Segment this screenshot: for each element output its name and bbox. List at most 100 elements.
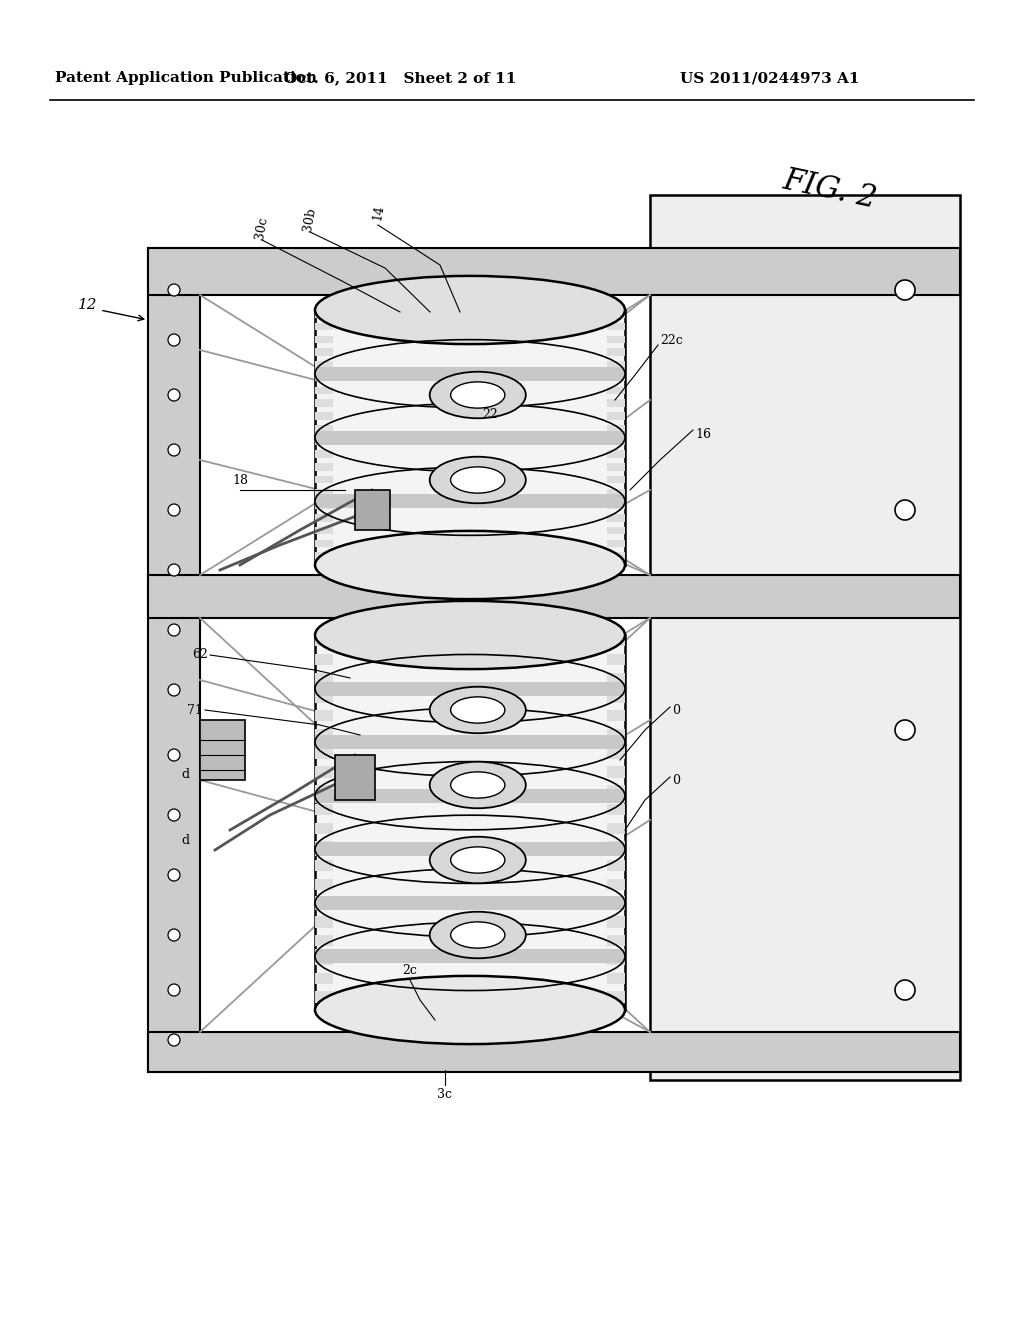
Polygon shape xyxy=(315,672,333,684)
Polygon shape xyxy=(315,879,333,890)
Circle shape xyxy=(168,684,180,696)
Ellipse shape xyxy=(315,975,625,1044)
Polygon shape xyxy=(607,399,625,407)
Polygon shape xyxy=(607,450,625,458)
Text: 0: 0 xyxy=(672,704,680,717)
Polygon shape xyxy=(607,323,625,330)
Polygon shape xyxy=(315,916,333,928)
Polygon shape xyxy=(607,635,625,647)
Polygon shape xyxy=(315,935,333,946)
Text: 30b: 30b xyxy=(301,207,318,234)
Polygon shape xyxy=(607,527,625,535)
Ellipse shape xyxy=(451,921,505,948)
Ellipse shape xyxy=(315,276,625,345)
Polygon shape xyxy=(315,430,625,445)
Polygon shape xyxy=(315,785,333,796)
Polygon shape xyxy=(607,513,625,521)
Text: d: d xyxy=(181,833,189,846)
Polygon shape xyxy=(315,310,333,318)
Text: Patent Application Publication: Patent Application Publication xyxy=(55,71,317,84)
Circle shape xyxy=(168,748,180,762)
Circle shape xyxy=(168,504,180,516)
Polygon shape xyxy=(607,804,625,814)
Polygon shape xyxy=(315,692,333,702)
Polygon shape xyxy=(315,747,333,759)
Polygon shape xyxy=(607,437,625,445)
Polygon shape xyxy=(315,494,625,508)
Polygon shape xyxy=(315,710,333,721)
Polygon shape xyxy=(315,681,625,696)
Polygon shape xyxy=(315,450,333,458)
Polygon shape xyxy=(607,412,625,420)
Polygon shape xyxy=(607,954,625,965)
Polygon shape xyxy=(650,195,961,1080)
Text: 3c: 3c xyxy=(437,1089,453,1101)
Polygon shape xyxy=(607,310,625,318)
Polygon shape xyxy=(315,540,333,548)
Circle shape xyxy=(895,979,915,1001)
Circle shape xyxy=(168,334,180,346)
Polygon shape xyxy=(607,672,625,684)
Polygon shape xyxy=(607,766,625,777)
Circle shape xyxy=(168,444,180,455)
Polygon shape xyxy=(315,635,333,647)
Ellipse shape xyxy=(451,381,505,408)
Polygon shape xyxy=(607,475,625,483)
Polygon shape xyxy=(607,374,625,381)
Ellipse shape xyxy=(430,457,525,503)
Polygon shape xyxy=(315,896,625,909)
Text: 22: 22 xyxy=(482,408,498,421)
Text: 2c: 2c xyxy=(402,964,418,977)
Polygon shape xyxy=(315,842,625,857)
Polygon shape xyxy=(315,437,333,445)
Polygon shape xyxy=(315,374,333,381)
Circle shape xyxy=(895,719,915,741)
Polygon shape xyxy=(607,360,625,368)
Polygon shape xyxy=(315,991,333,1002)
Polygon shape xyxy=(315,323,333,330)
Text: US 2011/0244973 A1: US 2011/0244973 A1 xyxy=(680,71,859,84)
Text: 62: 62 xyxy=(193,648,208,661)
Polygon shape xyxy=(607,729,625,741)
Polygon shape xyxy=(315,475,333,483)
Text: 16: 16 xyxy=(695,429,711,441)
Ellipse shape xyxy=(315,601,625,669)
Polygon shape xyxy=(315,841,333,853)
Polygon shape xyxy=(607,822,625,834)
Polygon shape xyxy=(315,488,333,496)
Circle shape xyxy=(168,983,180,997)
Polygon shape xyxy=(607,898,625,908)
Polygon shape xyxy=(607,841,625,853)
Polygon shape xyxy=(315,635,625,1010)
Circle shape xyxy=(168,389,180,401)
Polygon shape xyxy=(315,502,333,510)
Polygon shape xyxy=(607,387,625,395)
Polygon shape xyxy=(315,463,333,471)
Polygon shape xyxy=(607,991,625,1002)
Text: 71: 71 xyxy=(187,704,203,717)
Polygon shape xyxy=(607,916,625,928)
Ellipse shape xyxy=(451,697,505,723)
Text: FIG. 2: FIG. 2 xyxy=(780,165,880,215)
Polygon shape xyxy=(607,861,625,871)
Polygon shape xyxy=(315,425,333,433)
Polygon shape xyxy=(607,335,625,343)
Polygon shape xyxy=(355,490,390,531)
Polygon shape xyxy=(607,502,625,510)
Polygon shape xyxy=(607,747,625,759)
Circle shape xyxy=(168,284,180,296)
Ellipse shape xyxy=(430,837,525,883)
Polygon shape xyxy=(607,973,625,983)
Polygon shape xyxy=(315,822,333,834)
Polygon shape xyxy=(315,766,333,777)
Polygon shape xyxy=(607,463,625,471)
Polygon shape xyxy=(315,335,333,343)
Polygon shape xyxy=(315,399,333,407)
Polygon shape xyxy=(607,785,625,796)
Polygon shape xyxy=(315,954,333,965)
Polygon shape xyxy=(315,348,333,356)
Polygon shape xyxy=(607,653,625,665)
Polygon shape xyxy=(607,348,625,356)
Polygon shape xyxy=(607,879,625,890)
Ellipse shape xyxy=(315,531,625,599)
